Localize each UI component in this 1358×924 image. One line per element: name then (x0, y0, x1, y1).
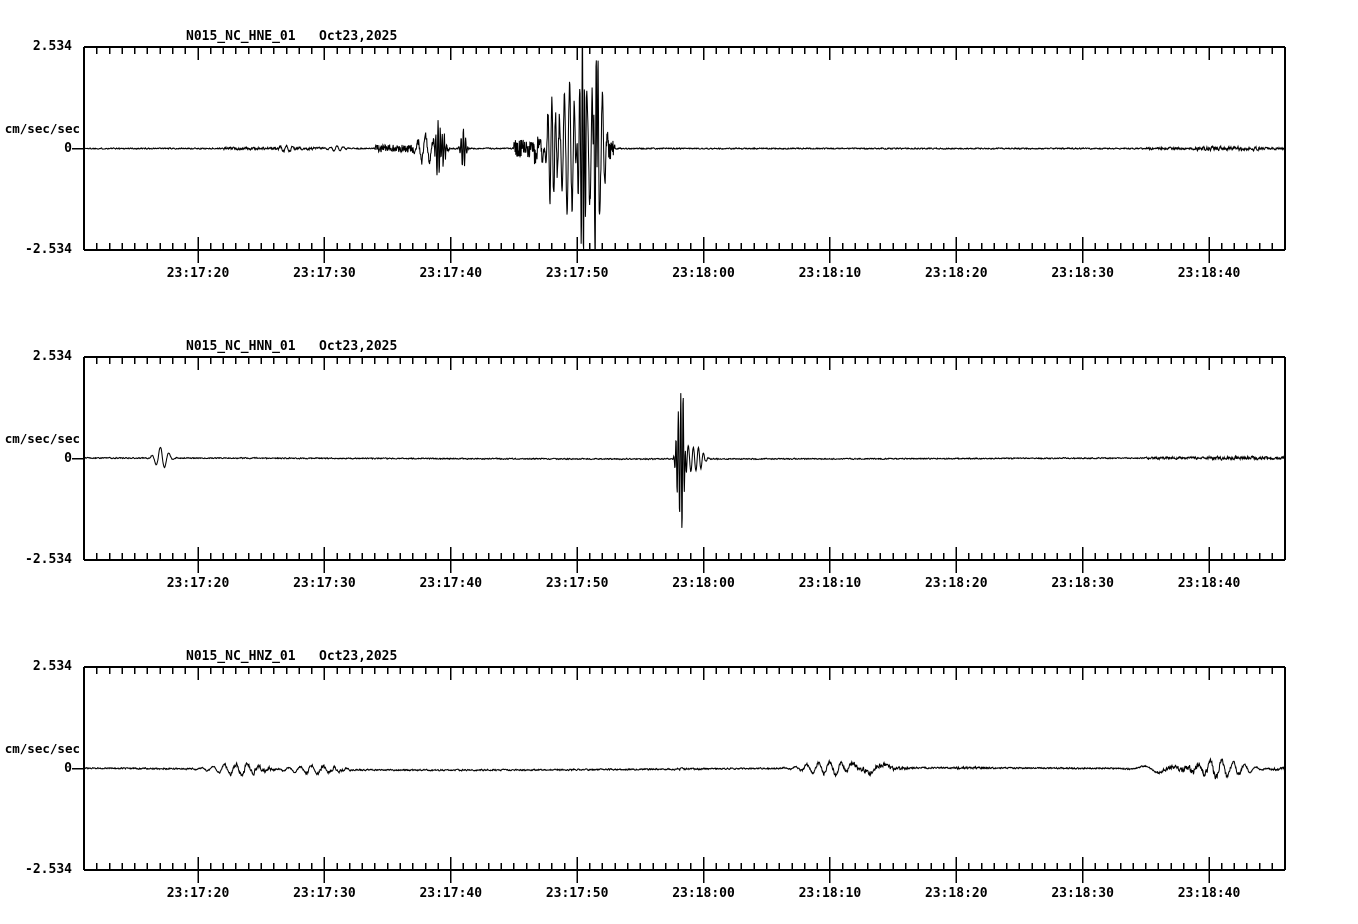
y-axis-zero-label: 0 (64, 450, 72, 466)
plot-frame (83, 356, 1286, 561)
x-axis-tick-label: 23:18:30 (1051, 886, 1114, 901)
y-axis-min-label: -2.534 (25, 242, 72, 257)
x-axis-tick-label: 23:17:50 (545, 886, 609, 901)
x-axis-tick-label: 23:17:20 (166, 886, 230, 901)
x-axis-tick-label: 23:17:50 (545, 576, 609, 591)
x-axis-tick-label: 23:17:40 (419, 576, 483, 591)
x-axis-tick-label: 23:18:40 (1177, 266, 1241, 281)
y-axis-unit-label: cm/sec/sec (4, 740, 80, 756)
x-axis-tick-label: 23:17:40 (419, 886, 483, 901)
x-axis-ticks (83, 667, 1286, 883)
x-axis-tick-label: 23:18:20 (924, 576, 988, 591)
x-axis-tick-label: 23:18:10 (798, 886, 862, 901)
plot-frame (83, 666, 1286, 871)
panel-title-hnz: N015_NC_HNZ_01 Oct23,2025 (186, 649, 398, 664)
y-axis-min-label: -2.534 (25, 862, 72, 877)
panel-title-hne: N015_NC_HNE_01 Oct23,2025 (186, 29, 398, 44)
x-axis-tick-label: 23:18:40 (1177, 576, 1241, 591)
x-axis-tick-label: 23:18:40 (1177, 886, 1241, 901)
x-axis-tick-label: 23:18:00 (672, 886, 735, 901)
x-axis-tick-label: 23:18:10 (798, 266, 862, 281)
x-axis-tick-label: 23:18:20 (924, 886, 988, 901)
waveform-trace-hnz (83, 757, 1286, 780)
y-axis-max-label: 2.534 (32, 659, 72, 674)
x-axis-ticks (83, 47, 1286, 263)
y-axis-min-label: -2.534 (25, 552, 72, 567)
x-axis-tick-label: 23:17:20 (166, 576, 230, 591)
x-axis-tick-label: 23:18:30 (1051, 266, 1114, 281)
plot-area-hnz (72, 666, 1286, 883)
x-axis-tick-label: 23:17:40 (419, 266, 483, 281)
x-axis-tick-label: 23:18:00 (672, 576, 735, 591)
x-axis-tick-label: 23:18:00 (672, 266, 735, 281)
y-axis-unit-label: cm/sec/sec (4, 120, 80, 136)
y-axis-zero-label: 0 (64, 760, 72, 776)
plot-area-hnn (72, 356, 1286, 573)
x-axis-tick-label: 23:18:20 (924, 266, 988, 281)
y-axis-max-label: 2.534 (32, 349, 72, 364)
x-axis-ticks (83, 357, 1286, 573)
x-axis-tick-label: 23:18:30 (1051, 576, 1114, 591)
y-axis-zero-label: 0 (64, 140, 72, 156)
x-axis-tick-label: 23:17:20 (166, 266, 230, 281)
x-axis-tick-label: 23:17:30 (293, 886, 356, 901)
waveform-trace-hnn (83, 393, 1286, 528)
x-axis-tick-label: 23:17:50 (545, 266, 609, 281)
x-axis-tick-label: 23:17:30 (293, 266, 356, 281)
plot-area-hne (72, 46, 1286, 263)
panel-title-hnn: N015_NC_HNN_01 Oct23,2025 (186, 339, 398, 354)
y-axis-unit-label: cm/sec/sec (4, 430, 80, 446)
plot-frame (83, 46, 1286, 251)
x-axis-tick-label: 23:17:30 (293, 576, 356, 591)
y-axis-max-label: 2.534 (32, 39, 72, 54)
x-axis-tick-label: 23:18:10 (798, 576, 862, 591)
waveform-trace-hne (83, 47, 1286, 250)
